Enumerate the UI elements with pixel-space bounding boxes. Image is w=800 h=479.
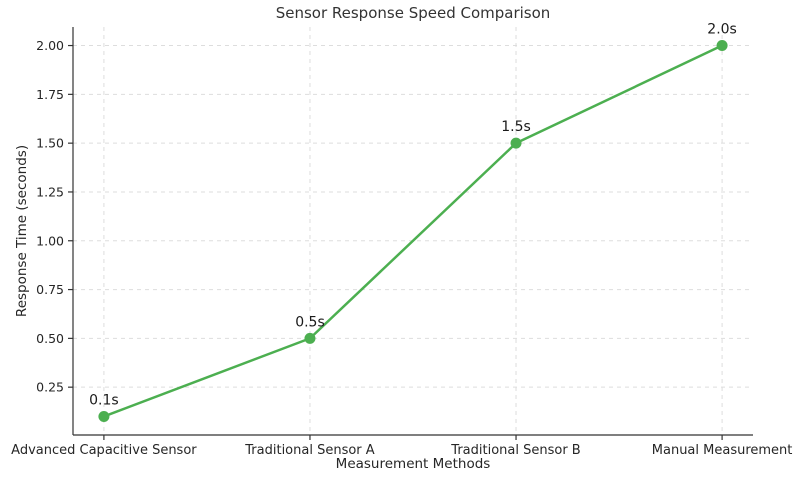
x-tick-label: Manual Measurement <box>652 443 793 458</box>
point-value-annotation: 2.0s <box>707 22 737 38</box>
data-point-marker <box>304 332 316 344</box>
data-point-marker <box>510 137 522 149</box>
tick-labels: 0.25 0.50 0.75 1.00 1.25 1.50 1.75 2.00 Advanced… <box>11 38 792 458</box>
data-point-marker <box>98 410 110 422</box>
y-tick-label: 0.75 <box>36 282 64 297</box>
x-axis-label: Measurement Methods <box>335 456 491 472</box>
x-tick-label: Traditional Sensor A <box>244 443 375 458</box>
data-point-marker <box>716 40 728 52</box>
data-points <box>98 40 728 422</box>
x-tick-label: Advanced Capacitive Sensor <box>11 443 197 458</box>
y-axis-label: Response Time (seconds) <box>14 144 30 318</box>
y-tick-label: 1.75 <box>36 87 64 102</box>
axis-ticks <box>68 44 723 440</box>
y-tick-label: 0.25 <box>36 380 64 395</box>
gridlines <box>73 27 753 435</box>
response-time-line <box>102 44 724 418</box>
point-annotations: 0.1s 0.5s 1.5s 2.0s <box>89 22 737 409</box>
y-tick-label: 0.50 <box>36 331 64 346</box>
axes-spines <box>72 27 753 436</box>
point-value-annotation: 0.5s <box>295 314 325 330</box>
y-tick-label: 1.00 <box>36 233 64 248</box>
y-tick-label: 2.00 <box>36 38 64 53</box>
y-tick-label: 1.50 <box>36 136 64 151</box>
data-line-series <box>102 44 724 418</box>
chart-title: Sensor Response Speed Comparison <box>275 4 551 22</box>
point-value-annotation: 1.5s <box>501 119 531 135</box>
y-tick-label: 1.25 <box>36 184 64 199</box>
point-value-annotation: 0.1s <box>89 392 119 408</box>
x-tick-label: Traditional Sensor B <box>450 443 580 458</box>
